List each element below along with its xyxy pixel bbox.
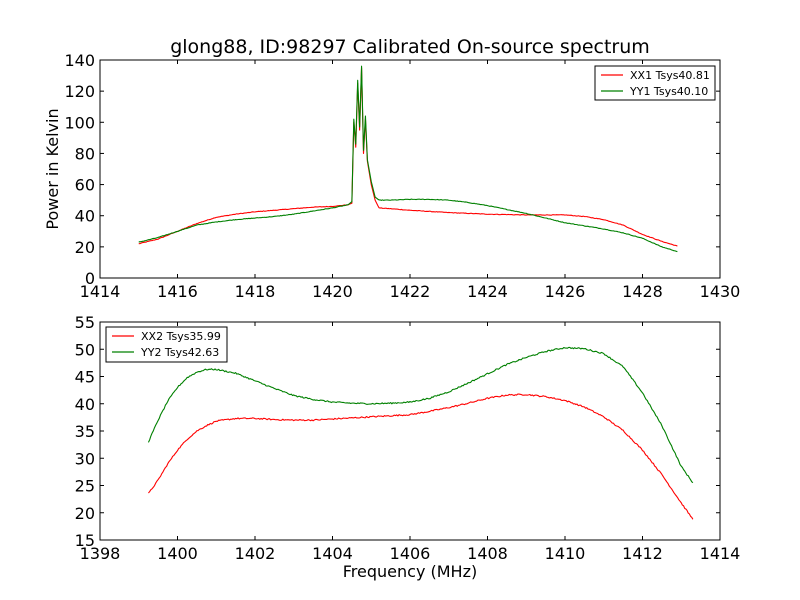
bottom-series-line-xx2	[148, 393, 694, 520]
bottom-x-tick-label: 1408	[467, 544, 508, 563]
top-legend-box	[594, 65, 716, 101]
top-x-tick-label: 1422	[390, 282, 431, 301]
top-x-tick-label: 1418	[235, 282, 276, 301]
bottom-x-tick-label: 1406	[390, 544, 431, 563]
bottom-x-tick-label: 1412	[622, 544, 663, 563]
bottom-x-tick-label: 1410	[545, 544, 586, 563]
top-x-tick-label: 1414	[80, 282, 121, 301]
bottom-y-tick-label: 30	[75, 449, 95, 468]
bottom-axes-frame	[99, 321, 721, 541]
bottom-chart-panel: Frequency (MHz) 1398 1400 1402 1404 1406 1408…	[75, 313, 741, 581]
bottom-x-tick-label: 1402	[235, 544, 276, 563]
bottom-plot-area: 1398 1400 1402 1404 1406 1408 1410 1412 1414 15 20…	[75, 313, 741, 563]
bottom-x-tick-label: 1398	[80, 544, 121, 563]
top-x-tick-label: 1416	[157, 282, 198, 301]
bottom-x-axis-title: Frequency (MHz)	[343, 562, 477, 581]
top-y-tick-label: 0	[85, 269, 95, 288]
top-axes-frame	[99, 59, 721, 279]
top-x-tick-label: 1420	[312, 282, 353, 301]
bottom-y-tick-label: 20	[75, 504, 95, 523]
top-y-tick-label: 100	[64, 113, 95, 132]
bottom-x-tick-label: 1404	[312, 544, 353, 563]
top-y-axis-title: Power in Kelvin	[43, 108, 62, 229]
top-chart-panel: glong88, ID:98297 Calibrated On-source s…	[43, 36, 740, 301]
top-y-tick-label: 80	[75, 144, 95, 163]
bottom-legend: XX2 Tsys35.99 YY2 Tsys42.63	[105, 326, 228, 363]
top-x-tick-label: 1424	[467, 282, 508, 301]
bottom-x-tick-label: 1414	[700, 544, 741, 563]
bottom-y-tick-label: 50	[75, 340, 95, 359]
top-series-line-xx1	[138, 67, 678, 247]
top-x-tick-label: 1426	[545, 282, 586, 301]
top-legend-label-xx1: XX1 Tsys40.81	[630, 69, 710, 82]
bottom-series-line-yy2	[147, 346, 694, 484]
top-y-tick-label: 60	[75, 176, 95, 195]
bottom-legend-label-xx2: XX2 Tsys35.99	[141, 330, 221, 343]
top-plot-area: 1414 1416 1418 1420 1422 1424 1426 1428 1430 0 20 4…	[64, 51, 740, 301]
top-legend-label-yy1: YY1 Tsys40.10	[629, 85, 708, 98]
bottom-y-tick-label: 35	[75, 422, 95, 441]
bottom-y-tick-label: 45	[75, 368, 95, 387]
top-series-line-yy1	[138, 65, 678, 253]
bottom-x-tick-label: 1400	[157, 544, 198, 563]
bottom-legend-box	[105, 326, 228, 363]
top-legend: XX1 Tsys40.81 YY1 Tsys40.10	[594, 65, 716, 101]
chart-title: glong88, ID:98297 Calibrated On-source s…	[170, 36, 650, 58]
bottom-legend-label-yy2: YY2 Tsys42.63	[140, 346, 219, 359]
top-y-tick-label: 20	[75, 238, 95, 257]
top-y-tick-label: 120	[64, 82, 95, 101]
top-y-tick-label: 40	[75, 207, 95, 226]
top-x-tick-label: 1428	[622, 282, 663, 301]
bottom-y-tick-label: 40	[75, 395, 95, 414]
bottom-y-tick-label: 15	[75, 531, 95, 550]
bottom-y-tick-label: 55	[75, 313, 95, 332]
top-y-tick-label: 140	[64, 51, 95, 70]
top-x-tick-label: 1430	[700, 282, 741, 301]
bottom-y-tick-label: 25	[75, 477, 95, 496]
